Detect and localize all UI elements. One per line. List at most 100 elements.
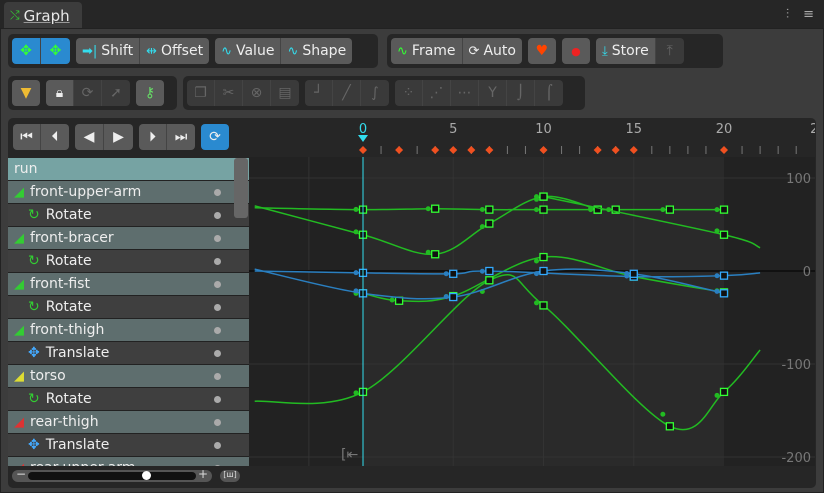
sliders-icon[interactable]: ⫶	[785, 7, 790, 22]
timeline-tick-label: 10	[535, 122, 552, 137]
tree-row-bone[interactable]: ◢ front-upper-arm	[8, 181, 249, 204]
tree-row-bone[interactable]: ◢ front-bracer	[8, 227, 249, 250]
rotate-icon: ↻	[28, 299, 40, 315]
paste-button[interactable]: ▤	[271, 80, 299, 106]
playhead-marker	[358, 135, 368, 142]
visibility-dot[interactable]	[214, 303, 221, 311]
keyframe-diamond	[431, 146, 440, 154]
tree-row-prop[interactable]: ↻ Rotate	[8, 296, 249, 319]
visibility-dot[interactable]	[214, 395, 221, 403]
ease-in-button[interactable]: ⌠	[535, 80, 563, 106]
visibility-dot[interactable]	[214, 441, 221, 449]
smooth-button[interactable]: ⋰	[423, 80, 451, 106]
tree-row-prop[interactable]: ↻ Rotate	[8, 204, 249, 227]
y-axis-label: 0	[803, 265, 811, 280]
tree-row-bone[interactable]: ◢ rear-thigh	[8, 411, 249, 434]
tree-row-prop[interactable]: ↻ Rotate	[8, 388, 249, 411]
step-forward-icon: ⏵	[149, 129, 156, 145]
loop-button[interactable]: ⟳	[201, 124, 229, 150]
keyframe-diamond	[467, 146, 476, 154]
visibility-dot[interactable]	[214, 280, 221, 288]
graph-canvas[interactable]: 100 0 -100 -200 [⇤	[249, 157, 815, 466]
sync-icon: ⟳	[81, 85, 94, 101]
visibility-dot[interactable]	[214, 326, 221, 334]
lock-button[interactable]: 🔒︎	[46, 80, 74, 106]
play-forward-button[interactable]: ▶	[104, 124, 133, 150]
visibility-dot[interactable]	[214, 257, 221, 265]
offset-button[interactable]: ⇹ Offset	[140, 38, 210, 64]
shape-button[interactable]: ∿ Shape	[281, 38, 353, 64]
frame-icon: ∿	[397, 43, 408, 59]
ease-out-button[interactable]: ⌡	[507, 80, 535, 106]
bezier-button[interactable]: ∫	[361, 80, 389, 106]
cut-button[interactable]: ✂	[215, 80, 243, 106]
tree-row-label: Rotate	[45, 253, 92, 269]
tree-row-bone[interactable]: ◢ torso	[8, 365, 249, 388]
flat-button[interactable]: ⋯	[451, 80, 479, 106]
visibility-dot[interactable]	[214, 349, 221, 357]
keyframe-point	[719, 271, 729, 280]
toolbar-edit: ✥ ✥ ➡| Shift ⇹ Offset ∿ Value ∿ Shape	[8, 34, 378, 68]
timeline[interactable]: 0 5 10 15 20 2	[249, 118, 815, 157]
zoom-out-button[interactable]: −	[16, 467, 27, 481]
tree-scrollbar[interactable]	[234, 158, 248, 218]
tangent-handle	[389, 297, 395, 303]
value-button[interactable]: ∿ Value	[215, 38, 282, 64]
auto-tangent-button[interactable]: ⁘	[395, 80, 423, 106]
broken-button[interactable]: Y	[479, 80, 507, 106]
tree-row-anim[interactable]: run	[8, 158, 249, 181]
move-vertical-button[interactable]: ✥	[41, 38, 70, 64]
shift-icon: ➡|	[82, 43, 98, 59]
tree-row-prop[interactable]: ✥ Translate	[8, 434, 249, 457]
visibility-dot[interactable]	[214, 188, 221, 196]
tangent-handle	[714, 207, 720, 213]
move-vertical-icon: ✥	[49, 43, 62, 59]
favorite-button[interactable]: ♥	[527, 38, 556, 64]
linear-button[interactable]: ╱	[333, 80, 361, 106]
tab-graph[interactable]: ⤭ Graph	[4, 2, 82, 29]
last-frame-button[interactable]: ⏭	[167, 124, 195, 150]
key-button[interactable]: ⚷	[136, 80, 164, 106]
stepped-button[interactable]: ┘	[305, 80, 333, 106]
fit-button[interactable]: [ш]	[220, 470, 240, 482]
shift-button[interactable]: ➡| Shift	[76, 38, 141, 64]
select-button[interactable]: ➚	[102, 80, 130, 106]
copy-icon: ❐	[194, 85, 207, 101]
delete-button[interactable]: ⊗	[243, 80, 271, 106]
rotate-icon: ↻	[28, 253, 40, 269]
visibility-dot[interactable]	[214, 234, 221, 242]
auto-button[interactable]: ⟳ Auto	[462, 38, 522, 64]
filter-button[interactable]: ▼	[12, 80, 40, 106]
tree-row-label: rear-upper-arm	[30, 460, 135, 466]
next-key-button[interactable]: ⏵	[139, 124, 167, 150]
visibility-dot[interactable]	[214, 211, 221, 219]
tree-row-prop[interactable]: ✥ Translate	[8, 342, 249, 365]
step-back-icon: ⏴	[51, 129, 59, 145]
magnet-button[interactable]: ●	[561, 38, 590, 64]
play-backward-button[interactable]: ◀	[75, 124, 104, 150]
tree-row-prop[interactable]: ↻ Rotate	[8, 250, 249, 273]
store-button[interactable]: ⤓ Store	[595, 38, 656, 64]
tangent-handle	[425, 249, 431, 255]
visibility-dot[interactable]	[214, 418, 221, 426]
menu-icon[interactable]: ≡	[803, 7, 814, 22]
copy-button[interactable]: ❐	[187, 80, 215, 106]
zoom-in-button[interactable]: +	[197, 467, 208, 481]
tree-row-label: front-fist	[30, 276, 90, 292]
zoom-thumb[interactable]	[141, 471, 151, 480]
keyframe-point	[485, 266, 494, 276]
first-frame-button[interactable]: ⏮	[13, 124, 41, 150]
filter-icon: ▼	[20, 85, 32, 101]
restore-icon: ⤒	[666, 43, 673, 59]
zoom-slider[interactable]: − +	[12, 467, 212, 482]
move-both-button[interactable]: ✥	[12, 38, 41, 64]
tree-row-bone[interactable]: ◢ rear-upper-arm	[8, 457, 249, 466]
visibility-dot[interactable]	[214, 464, 221, 466]
tree-row-bone[interactable]: ◢ front-thigh	[8, 319, 249, 342]
frame-button[interactable]: ∿ Frame	[391, 38, 463, 64]
restore-button[interactable]: ⤒	[655, 38, 684, 64]
tree-row-bone[interactable]: ◢ front-fist	[8, 273, 249, 296]
prev-key-button[interactable]: ⏴	[41, 124, 69, 150]
visibility-dot[interactable]	[214, 372, 221, 380]
sync-button[interactable]: ⟳	[74, 80, 102, 106]
